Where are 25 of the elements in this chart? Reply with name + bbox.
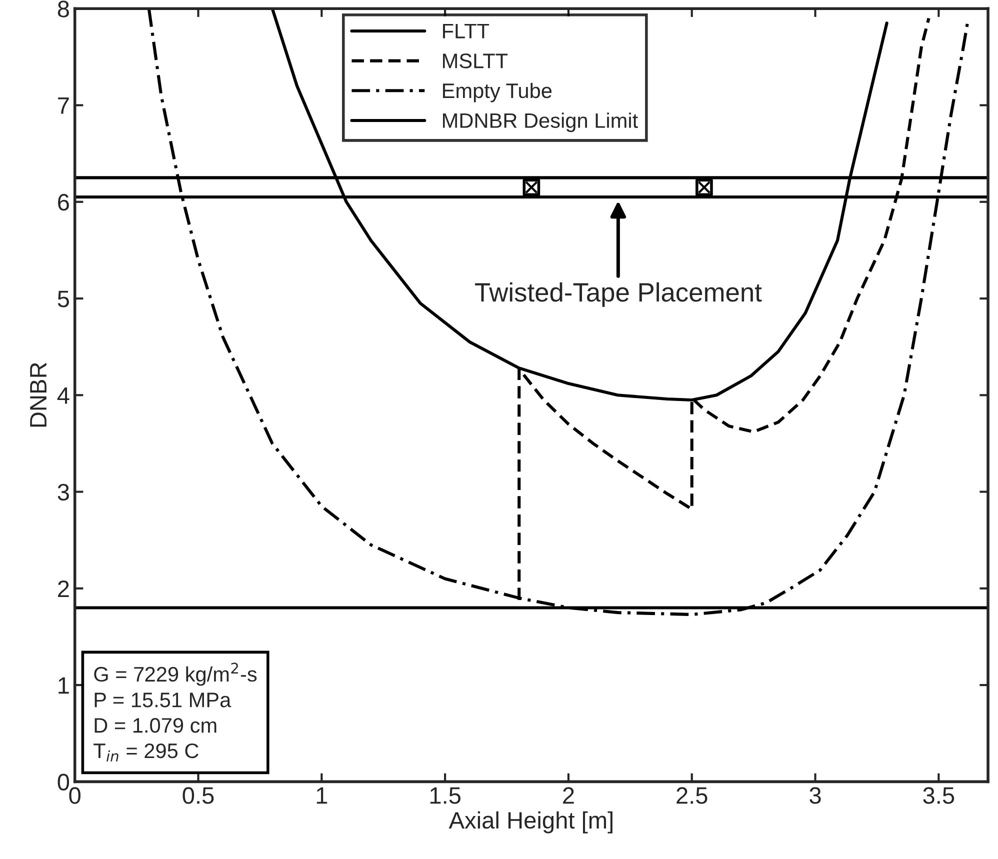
x-tick-label: 2.5 xyxy=(676,787,708,804)
x-tick-label: 1.5 xyxy=(430,787,460,804)
annotation: G = 7229 kg/m$^{2}$-s P = 15.51 MPa D = 1.079 cm T$_{in}$ = 295 C xyxy=(94,662,257,762)
x-tick-label: 3.5 xyxy=(923,787,954,804)
y-tick-label: 6 xyxy=(58,194,69,211)
y-tick-label: 2 xyxy=(58,580,69,597)
y-tick-label: 7 xyxy=(58,98,69,114)
legend-label: FLTT xyxy=(443,24,490,38)
x-axis-title: Axial Height [m] xyxy=(448,811,612,834)
annotation: Twisted-Tape Placement xyxy=(475,282,762,307)
x-tick-label: 0 xyxy=(69,787,80,804)
x-tick-label: 0.5 xyxy=(182,787,214,804)
y-tick-label: 0 xyxy=(58,774,70,790)
legend-label: MSLTT xyxy=(443,54,508,68)
y-tick-label: 5 xyxy=(58,290,69,308)
y-tick-label: 8 xyxy=(58,0,69,18)
y-tick-label: 4 xyxy=(57,387,70,404)
legend-label: Empty Tube xyxy=(443,82,552,102)
x-tick-label: 2 xyxy=(563,787,574,804)
x-tick-label: 1 xyxy=(316,787,328,804)
y-tick-label: 3 xyxy=(58,484,69,501)
x-tick-label: 3 xyxy=(810,787,821,804)
y-axis-title: DNBR xyxy=(30,362,46,427)
y-tick-label: 1 xyxy=(58,677,69,694)
legend-label: MDNBR Design Limit xyxy=(443,112,638,132)
